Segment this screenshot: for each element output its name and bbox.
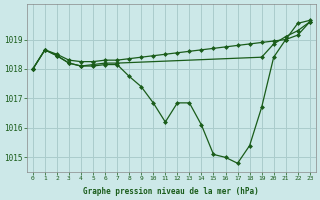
X-axis label: Graphe pression niveau de la mer (hPa): Graphe pression niveau de la mer (hPa) — [84, 187, 259, 196]
